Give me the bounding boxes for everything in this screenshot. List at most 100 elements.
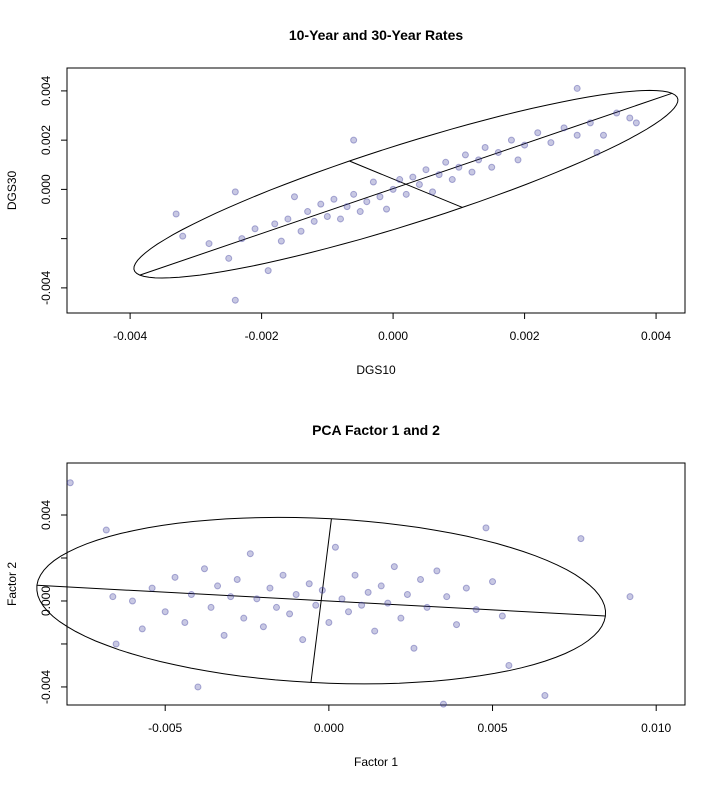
point [417,575,425,583]
point [350,136,358,144]
point [304,208,312,216]
point [547,139,555,147]
point [148,584,156,592]
y-axis-label: DGS30 [5,171,19,211]
point [264,267,272,275]
point [305,580,313,588]
point [468,168,476,176]
chart-title: 10-Year and 30-Year Rates [289,27,464,43]
point [220,631,228,639]
point [112,640,120,648]
point [292,591,300,599]
point [172,210,180,218]
point [435,171,443,179]
point [489,578,497,586]
point [207,603,215,611]
point [410,644,418,652]
point [299,636,307,644]
point [481,144,489,152]
point [277,237,285,245]
point [325,618,333,626]
point [161,608,169,616]
x-tick-label: 0.000 [314,721,344,735]
point [109,593,117,601]
point [586,119,594,127]
point [102,526,110,534]
point [505,661,513,669]
point [626,114,634,122]
point [231,188,239,196]
point [448,176,456,184]
point [376,193,384,201]
point [377,582,385,590]
point [389,185,397,193]
point [312,601,320,609]
point [271,220,279,228]
point [577,535,585,543]
point [599,131,607,139]
point [331,543,339,551]
x-tick-label: 0.002 [510,329,540,343]
point [396,176,404,184]
point [453,621,461,629]
point [345,608,353,616]
point [253,595,261,603]
plot-frame [66,462,686,706]
point [384,599,392,607]
x-axis-label: DGS10 [356,363,396,377]
x-tick-label: 0.000 [378,329,408,343]
point [475,156,483,164]
point [455,163,463,171]
point [593,148,601,156]
point [541,692,549,700]
point [297,227,305,235]
point [442,158,450,166]
point [462,584,470,592]
point [422,166,430,174]
point [415,180,423,188]
point [66,479,74,487]
x-tick-label: -0.002 [245,329,279,343]
point [227,593,235,601]
point [343,203,351,211]
point [369,178,377,186]
point [488,163,496,171]
point [171,573,179,581]
point [433,567,441,575]
point [266,584,274,592]
point [310,217,318,225]
point [318,586,326,594]
point [423,603,431,611]
y-tick-label: 0.002 [39,125,53,155]
y-axis-label: Factor 2 [5,562,19,606]
point [613,109,621,117]
y-tick-label: -0.004 [39,670,53,704]
point [383,205,391,213]
point [626,593,634,601]
point [240,614,248,622]
point [514,156,522,164]
point [179,232,187,240]
point [336,215,344,223]
chart-title: PCA Factor 1 and 2 [312,422,440,438]
point [338,595,346,603]
point [521,141,529,149]
point [181,618,189,626]
point [317,200,325,208]
point [358,601,366,609]
point [214,582,222,590]
point [233,575,241,583]
point [632,119,640,127]
point [205,240,213,248]
point [403,591,411,599]
point [351,571,359,579]
point [290,193,298,201]
point [364,588,372,596]
point [363,198,371,206]
point [330,195,338,203]
point [279,571,287,579]
x-tick-label: 0.005 [478,721,508,735]
point [350,190,358,198]
point [507,136,515,144]
